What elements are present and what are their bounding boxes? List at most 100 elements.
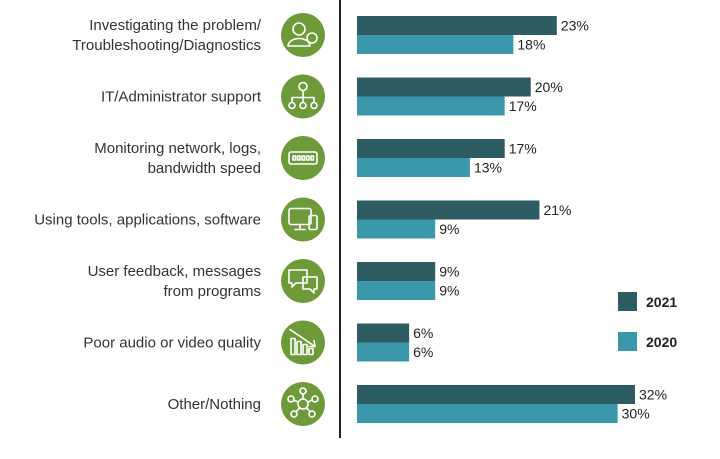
category-row: IT/Administrator support 20% 17% [101,74,563,119]
glyph-port-0 [292,155,297,161]
bar-2021 [357,139,505,158]
value-label-2020: 18% [517,37,545,53]
category-label-line: bandwidth speed [148,160,261,177]
category-label-line: Using tools, applications, software [34,212,261,229]
glyph-bar-3 [308,347,314,356]
category-label: Other/Nothing [168,396,261,413]
category-label-line: IT/Administrator support [101,89,262,106]
value-label-2021: 20% [535,79,563,95]
value-label-2020: 9% [439,283,459,299]
category-label-line: Troubleshooting/Diagnostics [72,37,261,54]
category-label-line: Monitoring network, logs, [94,140,261,157]
declining-quality-icon [289,328,316,356]
bar-2021 [357,262,436,281]
glyph-arrow [308,339,316,348]
value-label-2020: 9% [439,221,459,237]
user-diagnostics-icon [287,22,318,47]
glyph-port-4 [310,155,315,161]
category-label: IT/Administrator support [101,89,262,106]
category-row: User feedback, messages from programs 9% 9% [88,259,459,303]
glyph-head [292,22,306,36]
glyph-link-3 [295,406,301,413]
glyph-bar-1 [296,340,302,356]
glyph-node-1 [311,395,319,403]
glyph-body [287,37,311,47]
category-label: Using tools, applications, software [34,212,261,229]
chat-messages-icon [288,269,318,294]
glyph-node-2 [310,101,318,110]
category-icon-circle [281,320,325,365]
value-label-2020: 13% [474,160,502,176]
bar-2020 [357,35,514,54]
bar-2020 [357,158,470,177]
glyph-badge [306,32,318,44]
glyph-trend [289,328,316,348]
category-label-line: Poor audio or video quality [83,335,261,352]
bar-2021 [357,77,531,97]
glyph-stand [294,223,306,231]
glyph-node-1 [299,101,307,110]
category-label: Poor audio or video quality [83,335,261,352]
bar-2021 [357,385,635,404]
value-label-2020: 30% [622,406,650,422]
legend-swatch-2021 [618,292,637,311]
org-support-icon [288,81,318,110]
glyph-node-2 [308,410,316,418]
value-label-2020: 6% [413,344,433,360]
value-label-2021: 32% [639,387,667,403]
legend: 2021 2020 [618,292,677,351]
glyph-link-4 [292,399,300,403]
category-row: Poor audio or video quality 6% 6% [83,320,433,365]
glyph-tree [291,90,315,103]
network-nodes-icon [287,387,319,418]
legend-swatch-2020 [618,332,637,351]
category-label-line: Other/Nothing [168,396,261,413]
glyph-node-0 [299,387,307,395]
value-label-2021: 17% [509,141,537,157]
bar-2021 [357,200,540,220]
glyph-port-3 [305,155,310,161]
category-row: Monitoring network, logs, bandwidth speed… [94,136,537,180]
legend-label-2020: 2020 [646,334,677,350]
category-row: Other/Nothing 32% 30% [168,382,667,426]
bar-2020 [357,281,436,300]
category-label: Investigating the problem/Troubleshootin… [72,17,262,54]
category-icon-circle [281,13,325,57]
glyph-head-top [298,81,308,92]
glyph-bar-2 [302,343,308,356]
glyph-phone [308,214,318,231]
value-label-2021: 23% [561,18,589,34]
category-label: Monitoring network, logs, bandwidth speed [94,140,261,177]
glyph-bubble-2 [302,276,318,294]
category-icon-circle [281,136,325,180]
glyph-panel [288,151,318,165]
bar-2020 [357,219,436,239]
category-icon-circle [281,197,325,242]
bar-2021 [357,323,410,343]
glyph-node-3 [290,410,298,418]
glyph-port-2 [301,155,306,161]
glyph-node-4 [287,395,295,403]
category-icon-circle [281,382,325,426]
glyph-port-1 [296,155,301,161]
category-label-line: User feedback, messages [88,263,261,280]
bar-2020 [357,404,618,423]
glyph-link-1 [306,399,314,403]
category-row: Investigating the problem/Troubleshootin… [72,13,589,57]
bar-2020 [357,342,410,362]
glyph-bubble-1 [288,269,308,288]
devices-icon [288,207,318,231]
legend-label-2021: 2021 [646,294,677,310]
network-monitor-icon [288,151,318,165]
bar-2020 [357,96,505,116]
value-label-2021: 6% [413,325,433,341]
value-label-2021: 9% [439,264,459,280]
value-label-2021: 21% [543,202,571,218]
bar-2021 [357,16,557,35]
glyph-bar-0 [290,337,296,356]
category-label: User feedback, messages from programs [88,263,261,300]
category-label-line: Investigating the problem/ [89,17,262,34]
glyph-link-2 [305,406,311,413]
